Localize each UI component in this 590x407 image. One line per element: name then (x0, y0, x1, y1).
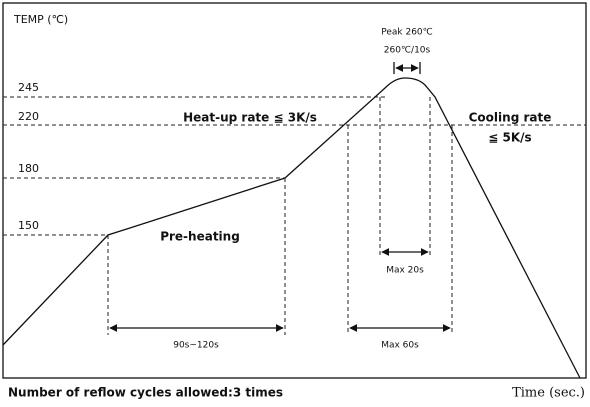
footer-note: Number of reflow cycles allowed:3 times (8, 386, 283, 400)
frame (2, 2, 587, 379)
heat-up-rate: Heat-up rate ≦ 3K/s (183, 111, 317, 125)
x-axis-label: Time (sec.) (512, 386, 585, 401)
guides (3, 96, 586, 335)
cooling-title: Cooling rate (469, 111, 552, 125)
duration-label: Max 60s (381, 341, 419, 351)
duration-label: Max 20s (386, 266, 424, 276)
y-axis-label: TEMP (℃) (13, 13, 68, 26)
level-label: 220 (18, 110, 39, 123)
peak-title: Peak 260℃ (381, 28, 433, 38)
duration-arrows (109, 62, 451, 332)
level-label: 245 (18, 81, 39, 94)
peak-hold: 260℃/10s (384, 46, 431, 56)
duration-label: 90s~120s (173, 341, 219, 351)
preheat-label: Pre-heating (160, 230, 240, 244)
cooling-rate: ≦ 5K/s (488, 131, 531, 145)
level-label: 180 (18, 162, 39, 175)
profile-curve (2, 77, 581, 379)
level-label: 150 (18, 219, 39, 232)
